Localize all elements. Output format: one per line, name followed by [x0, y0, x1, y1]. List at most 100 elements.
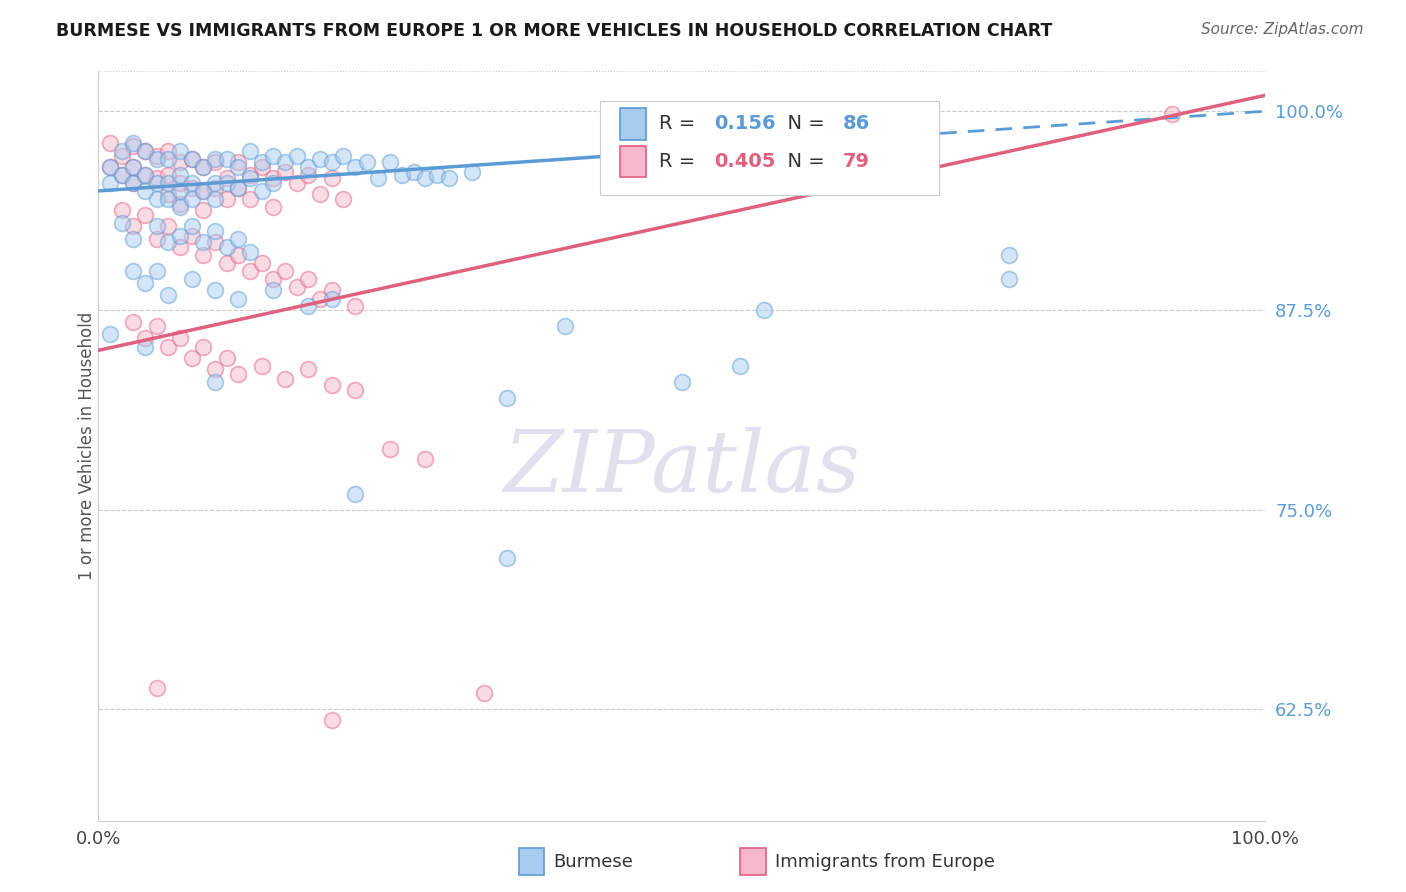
FancyBboxPatch shape	[519, 848, 544, 875]
Point	[146, 219, 169, 233]
Point	[169, 196, 191, 211]
Point	[215, 192, 238, 206]
Text: R =: R =	[658, 152, 702, 170]
Point	[309, 152, 332, 166]
Point	[274, 372, 297, 386]
Point	[730, 359, 752, 374]
Point	[193, 160, 215, 174]
Point	[496, 550, 519, 565]
Point	[157, 340, 180, 354]
Point	[250, 255, 273, 269]
Point	[111, 149, 134, 163]
Y-axis label: 1 or more Vehicles in Household: 1 or more Vehicles in Household	[79, 312, 96, 580]
Point	[426, 168, 449, 182]
Point	[180, 219, 202, 233]
Point	[157, 176, 180, 190]
Point	[134, 144, 156, 158]
Point	[193, 340, 215, 354]
Point	[134, 168, 156, 182]
Point	[204, 235, 226, 249]
Point	[111, 216, 134, 230]
Point	[157, 187, 180, 202]
Point	[250, 359, 273, 374]
Point	[228, 155, 250, 169]
Point	[180, 192, 202, 206]
Point	[204, 224, 226, 238]
Text: N =: N =	[775, 152, 831, 170]
Point	[98, 327, 121, 342]
Text: 86: 86	[844, 114, 870, 133]
Point	[146, 149, 169, 163]
Point	[262, 271, 284, 285]
Point	[437, 171, 460, 186]
Point	[228, 232, 250, 246]
Point	[204, 376, 226, 390]
Point	[204, 176, 226, 190]
Point	[285, 176, 308, 190]
FancyBboxPatch shape	[741, 848, 766, 875]
Point	[134, 340, 156, 354]
Point	[472, 686, 495, 700]
Point	[321, 293, 343, 307]
Point	[122, 136, 145, 150]
Point	[111, 168, 134, 182]
Point	[228, 368, 250, 382]
Text: 0.156: 0.156	[714, 114, 776, 133]
Point	[1161, 107, 1184, 121]
Point	[146, 176, 169, 190]
Point	[496, 391, 519, 405]
Point	[344, 487, 367, 501]
Point	[402, 165, 425, 179]
Point	[356, 155, 378, 169]
Text: BURMESE VS IMMIGRANTS FROM EUROPE 1 OR MORE VEHICLES IN HOUSEHOLD CORRELATION CH: BURMESE VS IMMIGRANTS FROM EUROPE 1 OR M…	[56, 22, 1053, 40]
Point	[180, 176, 202, 190]
Point	[274, 165, 297, 179]
Point	[157, 219, 180, 233]
Point	[122, 176, 145, 190]
FancyBboxPatch shape	[620, 145, 645, 177]
Point	[461, 165, 484, 179]
Text: ZIPatlas: ZIPatlas	[503, 427, 860, 510]
Point	[239, 168, 262, 182]
Point	[193, 248, 215, 262]
Point	[215, 176, 238, 190]
Point	[122, 160, 145, 174]
Point	[169, 200, 191, 214]
Point	[262, 176, 284, 190]
Point	[157, 287, 180, 301]
Point	[297, 168, 319, 182]
Point	[157, 192, 180, 206]
Point	[380, 442, 402, 457]
Point	[215, 240, 238, 254]
Point	[997, 248, 1019, 262]
Point	[157, 152, 180, 166]
Point	[297, 362, 319, 376]
Point	[204, 362, 226, 376]
Point	[204, 192, 226, 206]
Point	[193, 184, 215, 198]
Point	[250, 155, 273, 169]
Point	[134, 184, 156, 198]
Point	[321, 171, 343, 186]
Point	[309, 187, 332, 202]
Point	[122, 232, 145, 246]
Point	[228, 293, 250, 307]
Point	[239, 244, 262, 259]
Point	[180, 351, 202, 366]
Point	[146, 263, 169, 277]
Point	[193, 160, 215, 174]
Point	[169, 330, 191, 344]
Point	[146, 681, 169, 696]
Point	[146, 192, 169, 206]
Point	[239, 263, 262, 277]
Point	[180, 271, 202, 285]
Point	[111, 202, 134, 217]
Point	[274, 263, 297, 277]
Point	[180, 152, 202, 166]
Point	[262, 283, 284, 297]
Point	[122, 219, 145, 233]
Point	[98, 136, 121, 150]
Point	[134, 330, 156, 344]
Point	[321, 713, 343, 727]
Point	[193, 202, 215, 217]
